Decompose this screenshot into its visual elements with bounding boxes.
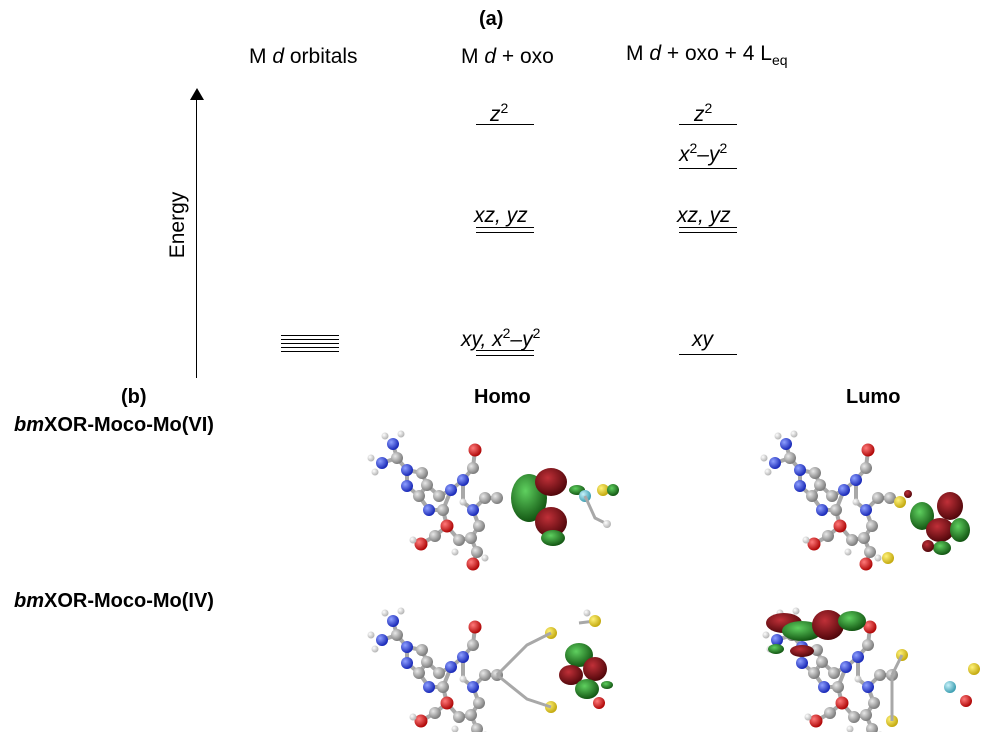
energy-axis	[196, 98, 197, 378]
col3-x2y2-label: x2–y2	[679, 140, 728, 166]
panel-b-label: (b)	[121, 386, 147, 408]
col2-xy-x2y2-level-2	[476, 355, 534, 356]
row-label-mo-iv: bmXOR-Moco-Mo(IV)	[14, 590, 214, 612]
lumo-mo-iv-orbital	[760, 605, 980, 732]
col3-xz-yz-label: xz, yz	[677, 204, 731, 227]
col3-xz-yz-level-1	[679, 227, 737, 228]
col2-xz-yz-level-2	[476, 232, 534, 233]
energy-axis-arrow-icon	[190, 88, 204, 100]
col2-xy-x2y2-label: xy, x2–y2	[461, 325, 541, 351]
homo-header: Homo	[474, 386, 531, 408]
col3-z2-level	[679, 124, 737, 125]
col2-z2-label: z2	[490, 100, 509, 126]
col2-xz-yz-level-1	[476, 227, 534, 228]
column-title-d-orbitals: M d orbitals	[249, 45, 358, 68]
column-title-d-plus-oxo: M d + oxo	[461, 45, 554, 68]
col3-z2-label: z2	[694, 100, 713, 126]
homo-mo-vi-orbital	[365, 428, 619, 573]
col3-x2y2-level	[679, 168, 737, 169]
panel-a-label: (a)	[479, 8, 504, 30]
col3-xy-level	[679, 354, 737, 355]
lumo-header: Lumo	[846, 386, 901, 408]
lumo-mo-vi-orbital	[758, 428, 970, 573]
column-title-d-plus-oxo-ligands: M d + oxo + 4 Leq	[626, 42, 788, 69]
col2-xz-yz-label: xz, yz	[474, 204, 528, 227]
col3-xy-label: xy	[692, 328, 713, 351]
col2-z2-level	[476, 124, 534, 125]
col2-xy-x2y2-level-1	[476, 350, 534, 351]
col3-xz-yz-level-2	[679, 232, 737, 233]
homo-mo-iv-orbital	[365, 605, 613, 732]
row-label-mo-vi: bmXOR-Moco-Mo(VI)	[14, 414, 214, 436]
